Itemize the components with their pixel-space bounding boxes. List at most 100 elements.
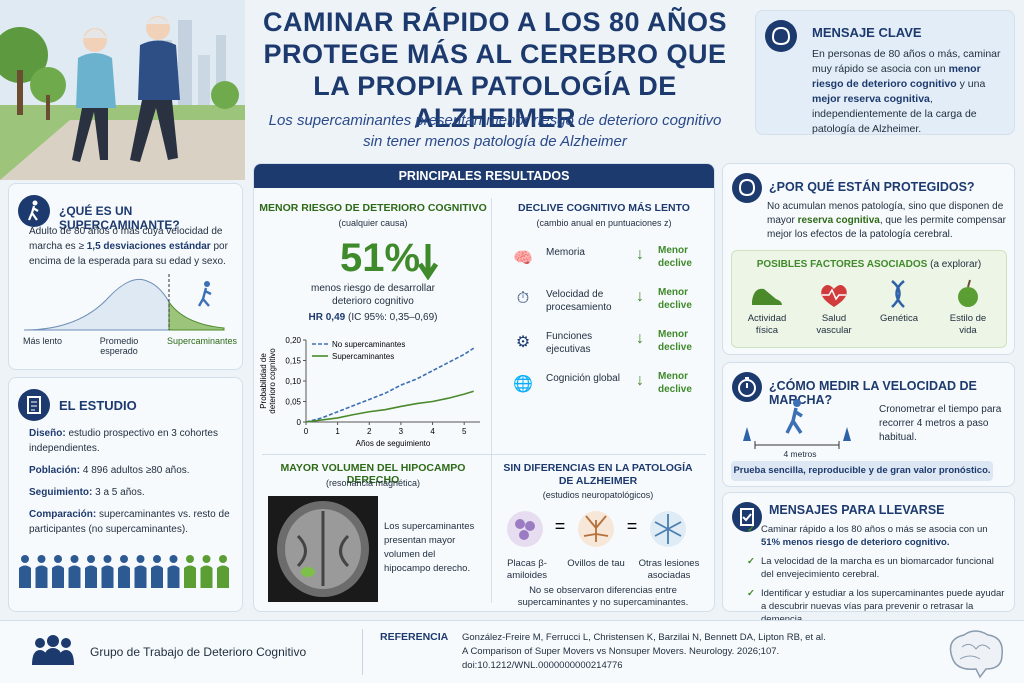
decoration — [72, 108, 108, 162]
text: Adulto de 80 años o más cuya velocidad d… — [29, 226, 223, 252]
text: , independientemente de la carga de pato… — [812, 93, 977, 135]
title-line: CAMINAR RÁPIDO A LOS 80 AÑOS — [262, 7, 728, 37]
decoration — [843, 427, 851, 441]
decoration — [76, 53, 116, 108]
person-icon — [68, 555, 81, 588]
pathology-subtitle: (estudios neuropatológicos) — [542, 490, 654, 500]
person-head — [169, 555, 178, 563]
series-line — [305, 390, 474, 423]
decoration — [583, 515, 609, 542]
pathology-title: SIN DIFERENCIAS EN LA PATOLOGÍA DE ALZHE… — [503, 462, 693, 487]
factor-label: Genética — [879, 313, 919, 324]
brain-shield-icon — [732, 173, 762, 203]
legend-label: Supercaminantes — [332, 352, 394, 361]
person-body — [101, 565, 114, 588]
decoration — [23, 278, 170, 331]
decoration — [654, 514, 682, 544]
decoration — [46, 95, 50, 120]
decoration — [32, 200, 38, 206]
person-body — [151, 565, 163, 588]
factor-label: Salud vascular — [816, 313, 852, 336]
person-body — [68, 565, 81, 588]
gait-panel: ¿CÓMO MEDIR LA VELOCIDAD DE MARCHA? 4 me… — [722, 362, 1015, 487]
decoration — [732, 173, 762, 203]
domain-label: Cognición global — [546, 373, 620, 384]
x-tick-label: 3 — [399, 427, 404, 436]
study-item: Población: 4 896 adultos ≥80 años. — [29, 463, 239, 478]
y-tick-label: 0,10 — [285, 377, 301, 386]
decoration — [959, 643, 991, 660]
subtitle: Los supercaminantes presentan menor ries… — [250, 110, 740, 152]
decoration — [18, 195, 50, 227]
decoration — [18, 389, 50, 421]
factors-box: POSIBLES FACTORES ASOCIADOS (a explorar)… — [731, 250, 1007, 348]
down-arrow: ↓ — [636, 288, 644, 305]
factor-icons — [752, 279, 978, 308]
y-tick-label: 0,20 — [285, 336, 301, 345]
person-body — [200, 565, 213, 588]
person-body — [52, 565, 64, 588]
down-arrow: ↓ — [636, 246, 644, 263]
person-icon — [200, 555, 213, 588]
pathology-item: Placas β-amiloides — [506, 558, 548, 581]
decoration — [61, 638, 71, 648]
text: doi:10.1212/WNL.0000000000214776 — [462, 660, 623, 671]
decoration — [958, 287, 978, 307]
decoration — [754, 441, 840, 449]
study-title: EL ESTUDIO — [59, 398, 137, 413]
decoration — [198, 55, 210, 110]
decoration — [17, 70, 23, 115]
curve-label: Supercaminantes — [167, 336, 238, 346]
risk-description: menos riesgo de desarrollar deterioro co… — [311, 283, 435, 307]
y-axis-label-line: deterioro cognitivo — [268, 348, 277, 414]
person-icon — [217, 555, 229, 588]
decoration — [43, 648, 63, 665]
series-line — [305, 347, 475, 423]
pathology-note: No se observaron diferencias entre super… — [517, 585, 689, 608]
text: La velocidad de la marcha es un biomarca… — [761, 556, 994, 580]
decoration — [743, 427, 751, 441]
study-item: Seguimiento: 3 a 5 años. — [29, 485, 239, 500]
decoration — [771, 26, 791, 46]
person-head — [219, 555, 227, 563]
study-item: Comparación: supercaminantes vs. resto d… — [29, 507, 239, 537]
protection-title: ¿POR QUÉ ESTÁN PROTEGIDOS? — [769, 180, 975, 194]
footer: Grupo de Trabajo de Deterioro Cognitivo … — [0, 620, 1024, 683]
decoration — [138, 40, 180, 100]
text: mejor reserva cognitiva — [812, 93, 930, 105]
divider — [262, 454, 706, 455]
hippocampus-subtitle: (resonancia magnética) — [325, 478, 421, 488]
takeaway: ✓ Caminar rápido a los 80 años o más se a… — [747, 523, 1009, 549]
y-axis-label: Probabilidad dedeterioro cognitivo — [259, 348, 277, 414]
person-head — [136, 555, 145, 563]
group-name: Grupo de Trabajo de Deterioro Cognitivo — [90, 645, 307, 659]
title: CAMINAR RÁPIDO A LOS 80 AÑOS PROTEGE MÁS… — [250, 6, 740, 134]
takeaways-list: ✓ Caminar rápido a los 80 años o más se a… — [747, 523, 1009, 626]
decoration — [417, 244, 439, 280]
subtitle-line: Los supercaminantes presentan menor ries… — [268, 112, 722, 129]
down-arrow: ↓ — [636, 372, 644, 389]
text: 51% menos riesgo de deterioro cognitivo. — [761, 537, 950, 548]
domain-icon: ⏱ — [516, 290, 530, 307]
down-arrow: ↓ — [636, 330, 644, 347]
walker-icon — [18, 195, 50, 227]
definition-text: Adulto de 80 años o más cuya velocidad d… — [29, 224, 239, 269]
decoration — [130, 100, 178, 162]
person-body — [134, 565, 147, 588]
x-tick-label: 2 — [367, 427, 372, 436]
person-icon — [134, 555, 147, 588]
person-body — [217, 565, 229, 588]
decoration — [83, 29, 107, 38]
protection-panel: ¿POR QUÉ ESTÁN PROTEGIDOS? No acumulan m… — [722, 163, 1015, 355]
stopwatch-icon — [732, 372, 762, 402]
decoration — [785, 407, 803, 434]
decoration — [178, 20, 192, 110]
text: y una — [956, 78, 986, 90]
decoration — [525, 521, 535, 531]
subtitle-line: sin tener menos patología de Alzheimer — [363, 133, 627, 150]
person-head — [153, 555, 161, 563]
study-items: Diseño: estudio prospectivo en 3 cohorte… — [29, 426, 239, 537]
takeaways-panel: MENSAJES PARA LLEVARSE ✓ Caminar rápido a… — [722, 492, 1015, 625]
result-label: Menor declive — [658, 371, 692, 395]
person-body — [118, 565, 130, 588]
